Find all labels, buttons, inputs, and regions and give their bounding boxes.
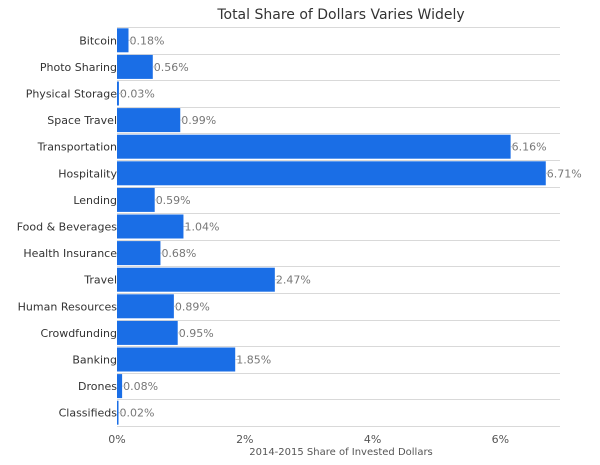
- gridlines: [117, 27, 560, 427]
- value-label: 0.99%: [181, 114, 216, 127]
- x-axis-title: 2014-2015 Share of Invested Dollars: [249, 447, 433, 458]
- category-label: Hospitality: [58, 167, 117, 180]
- category-label: Bitcoin: [79, 34, 117, 47]
- category-label: Space Travel: [47, 114, 117, 127]
- value-label: 0.56%: [154, 61, 189, 74]
- bar-10: [117, 294, 174, 319]
- category-label: Health Insurance: [23, 247, 117, 260]
- x-axis-ticks: 0% 2% 4% 6%: [108, 433, 509, 446]
- bar-3: [117, 108, 181, 133]
- value-label: 0.02%: [120, 407, 155, 420]
- value-label: 1.04%: [184, 221, 219, 234]
- bar-2: [117, 81, 119, 106]
- category-label: Human Resources: [18, 300, 118, 313]
- bar-8: [117, 241, 161, 266]
- x-tick-label: 4%: [364, 433, 381, 446]
- x-tick-label: 2%: [236, 433, 253, 446]
- bar-12: [117, 347, 236, 372]
- bar-14: [117, 400, 119, 425]
- category-label: Food & Beverages: [17, 221, 118, 234]
- value-label: 0.18%: [130, 34, 165, 47]
- category-label: Physical Storage: [26, 88, 118, 101]
- category-label: Transportation: [37, 141, 117, 154]
- category-label: Travel: [83, 274, 117, 287]
- x-tick-label: 0%: [108, 433, 125, 446]
- category-label: Drones: [78, 380, 117, 393]
- category-label: Photo Sharing: [40, 61, 117, 74]
- value-label: 0.95%: [179, 327, 214, 340]
- value-label: 0.89%: [175, 300, 210, 313]
- value-label: 6.16%: [512, 141, 547, 154]
- value-label: 0.59%: [156, 194, 191, 207]
- chart-title: Total Share of Dollars Varies Widely: [216, 7, 464, 23]
- bar-13: [117, 374, 123, 399]
- bar-5: [117, 161, 546, 186]
- category-label: Crowdfunding: [41, 327, 117, 340]
- bar-1: [117, 54, 153, 79]
- value-label: 1.85%: [236, 354, 271, 367]
- bar-0: [117, 28, 129, 53]
- bars: [117, 28, 546, 425]
- value-label: 0.03%: [120, 88, 155, 101]
- bar-9: [117, 267, 275, 292]
- bar-4: [117, 134, 511, 159]
- bar-6: [117, 187, 155, 212]
- x-tick-label: 6%: [492, 433, 509, 446]
- value-label: 0.08%: [123, 380, 158, 393]
- category-label: Banking: [72, 354, 117, 367]
- labels: Bitcoin 0.18% Photo Sharing 0.56% Physical S…: [17, 34, 582, 419]
- category-label: Classifieds: [59, 407, 118, 420]
- value-label: 2.47%: [276, 274, 311, 287]
- value-label: 6.71%: [547, 167, 582, 180]
- bar-7: [117, 214, 184, 239]
- value-label: 0.68%: [161, 247, 196, 260]
- bar-11: [117, 320, 178, 345]
- category-label: Lending: [73, 194, 117, 207]
